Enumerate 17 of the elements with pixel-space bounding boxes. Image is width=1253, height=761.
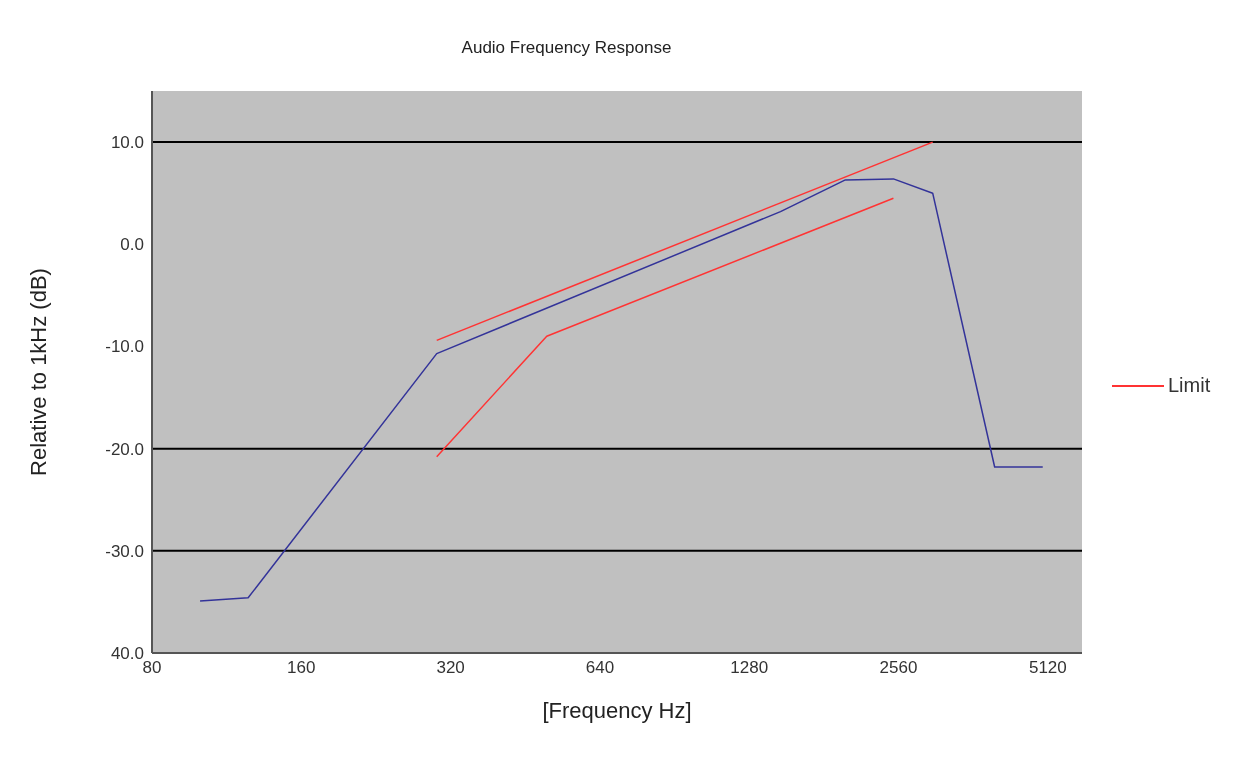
- y-tick-label: 0.0: [120, 235, 144, 255]
- x-tick-label: 160: [287, 658, 316, 678]
- y-axis-title: Relative to 1kHz (dB): [25, 268, 51, 476]
- y-tick-label: -20.0: [105, 439, 144, 459]
- x-tick-label: 80: [142, 658, 162, 678]
- x-tick-label: 1280: [730, 658, 769, 678]
- y-tick-label: -30.0: [105, 541, 144, 561]
- chart-title: Audio Frequency Response: [460, 38, 673, 58]
- y-tick-label: 10.0: [110, 133, 144, 153]
- x-axis-title: [Frequency Hz]: [542, 698, 692, 723]
- x-tick-label: 320: [436, 658, 465, 678]
- legend-label: Limit: [1168, 374, 1211, 397]
- y-tick-label: -10.0: [105, 337, 144, 357]
- y-tick-label: 40.0: [110, 644, 144, 664]
- x-tick-label: 640: [585, 658, 615, 678]
- x-tick-label: 5120: [1028, 658, 1067, 678]
- x-tick-label: 2560: [879, 658, 918, 678]
